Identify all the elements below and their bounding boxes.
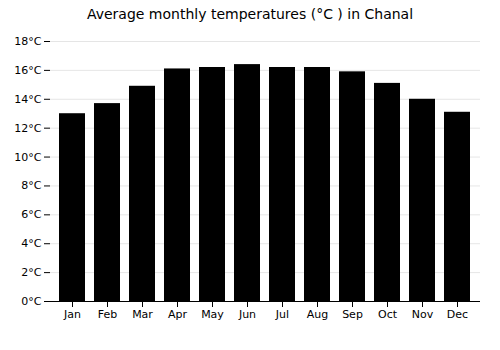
svg-text:Nov: Nov: [412, 308, 434, 321]
svg-text:Oct: Oct: [378, 308, 398, 321]
svg-text:Mar: Mar: [132, 308, 153, 321]
svg-text:12°C: 12°C: [14, 122, 41, 135]
svg-text:Jun: Jun: [238, 308, 256, 321]
html-text:Average monthly temperatures (: Average monthly temperatures (°C ) in Ch…: [86, 6, 414, 22]
svg-text:Apr: Apr: [168, 308, 188, 321]
svg-text:Feb: Feb: [98, 308, 117, 321]
svg-text:8°C: 8°C: [21, 179, 41, 192]
svg-text:Jul: Jul: [275, 308, 289, 321]
svg-text:Jan: Jan: [63, 308, 81, 321]
svg-text:2°C: 2°C: [21, 266, 41, 279]
svg-text:Sep: Sep: [342, 308, 363, 321]
svg-text:Aug: Aug: [307, 308, 328, 321]
svg-text:18°C: 18°C: [14, 35, 41, 48]
svg-text:0°C: 0°C: [21, 295, 41, 308]
svg-text:14°C: 14°C: [14, 93, 41, 106]
svg-text:6°C: 6°C: [21, 208, 41, 221]
svg-text:Dec: Dec: [447, 308, 468, 321]
svg-text:4°C: 4°C: [21, 237, 41, 250]
svg-text:May: May: [201, 308, 224, 321]
svg-text:16°C: 16°C: [14, 64, 41, 77]
svg-text:10°C: 10°C: [14, 151, 41, 164]
